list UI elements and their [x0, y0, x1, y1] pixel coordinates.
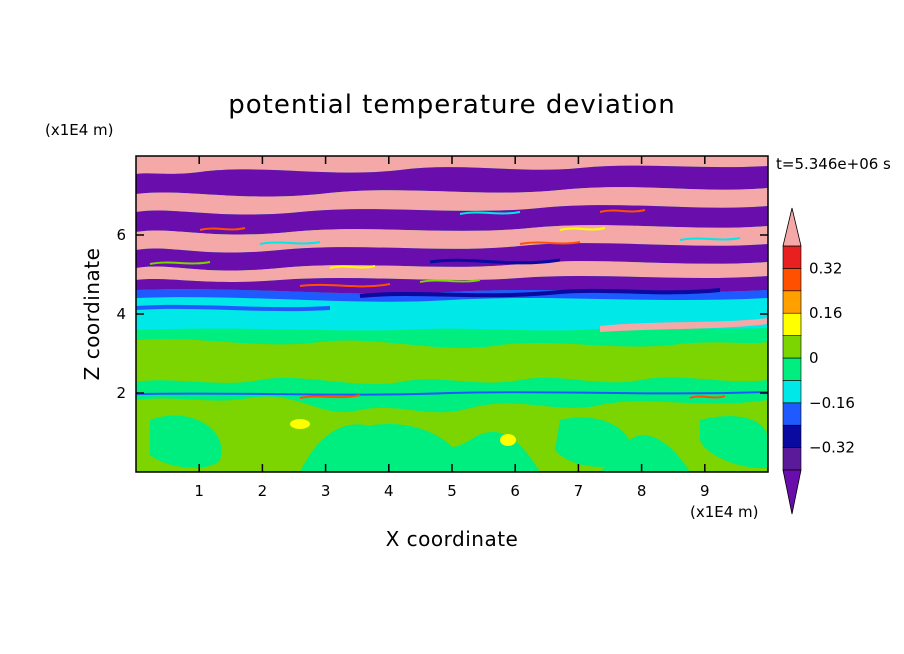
colorbar-tick-label: −0.32 — [809, 439, 855, 457]
y-tick-label: 2 — [116, 384, 126, 402]
cyan-filament-1 — [259, 211, 741, 245]
cyan-layer — [136, 296, 768, 331]
colorbar-segment — [782, 357, 802, 381]
x-tick-label: 4 — [384, 482, 394, 500]
colorbar-segment — [782, 380, 802, 404]
green-patch-3 — [555, 417, 632, 467]
colorbar-segment — [782, 290, 802, 314]
purple-band-1 — [136, 165, 768, 197]
plot-field — [136, 156, 768, 472]
x-tick-label: 7 — [574, 482, 584, 500]
blue-streak-2 — [136, 304, 330, 312]
time-label: t=5.346e+06 s — [776, 155, 891, 173]
colorbar-tick-label: 0.16 — [809, 304, 842, 322]
colorbar: 0.32 0.16 0 −0.16 −0.32 — [782, 207, 855, 515]
colorbar-lower-extend — [782, 469, 802, 515]
x-tick-label: 1 — [194, 482, 204, 500]
colorbar-segment — [782, 245, 802, 269]
x-tick-label: 5 — [447, 482, 457, 500]
purple-band-2 — [136, 205, 768, 235]
purple-band-3 — [136, 243, 768, 271]
colorbar-segment — [782, 447, 802, 471]
x-tick-label: 3 — [321, 482, 331, 500]
y-tick-label: 6 — [116, 226, 126, 244]
pink-band-2 — [136, 187, 768, 215]
darkblue-filament-1 — [359, 288, 721, 298]
y-tick-label: 4 — [116, 305, 126, 323]
colorbar-segment — [782, 402, 802, 426]
darkblue-filament-2 — [429, 258, 561, 265]
colorbar-upper-extend — [782, 207, 802, 247]
pink-band-1 — [136, 156, 768, 174]
pink-band-3 — [136, 225, 768, 253]
y-axis-label: Z coordinate — [80, 248, 104, 381]
chart-title: potential temperature deviation — [228, 90, 675, 120]
green-patch-1 — [150, 415, 222, 468]
light-green-region-upper — [136, 338, 768, 385]
colorbar-tick-label: −0.16 — [809, 394, 855, 412]
x-tick-label: 2 — [258, 482, 268, 500]
yellow-spot-1 — [290, 419, 310, 429]
x-tick-label: 6 — [510, 482, 520, 500]
yellow-spot-2 — [500, 434, 516, 446]
x-unit-label: (x1E4 m) — [690, 503, 759, 521]
red-filament-1 — [199, 209, 646, 288]
pink-streak-low — [600, 318, 768, 332]
colorbar-segment — [782, 335, 802, 359]
y-axis: 2 4 6 — [116, 226, 768, 402]
green-filament-1 — [149, 261, 481, 283]
colorbar-tick-label: 0.32 — [809, 259, 842, 277]
pink-band-4 — [136, 261, 768, 282]
boundary-accent-z2 — [299, 394, 726, 399]
y-unit-label: (x1E4 m) — [45, 121, 114, 139]
yellow-filament-1 — [329, 227, 606, 269]
colorbar-segment — [782, 268, 802, 292]
x-axis: 1 2 3 4 5 6 7 8 9 — [194, 156, 710, 500]
colorbar-segment — [782, 424, 802, 448]
x-tick-label: 8 — [637, 482, 647, 500]
boundary-line-z2 — [136, 391, 768, 396]
x-tick-label: 9 — [700, 482, 710, 500]
green-patch-2 — [350, 424, 461, 469]
colorbar-segment — [782, 312, 802, 336]
green-patch-4 — [700, 416, 768, 469]
colorbar-tick-label: 0 — [809, 349, 819, 367]
x-axis-label: X coordinate — [386, 527, 519, 551]
